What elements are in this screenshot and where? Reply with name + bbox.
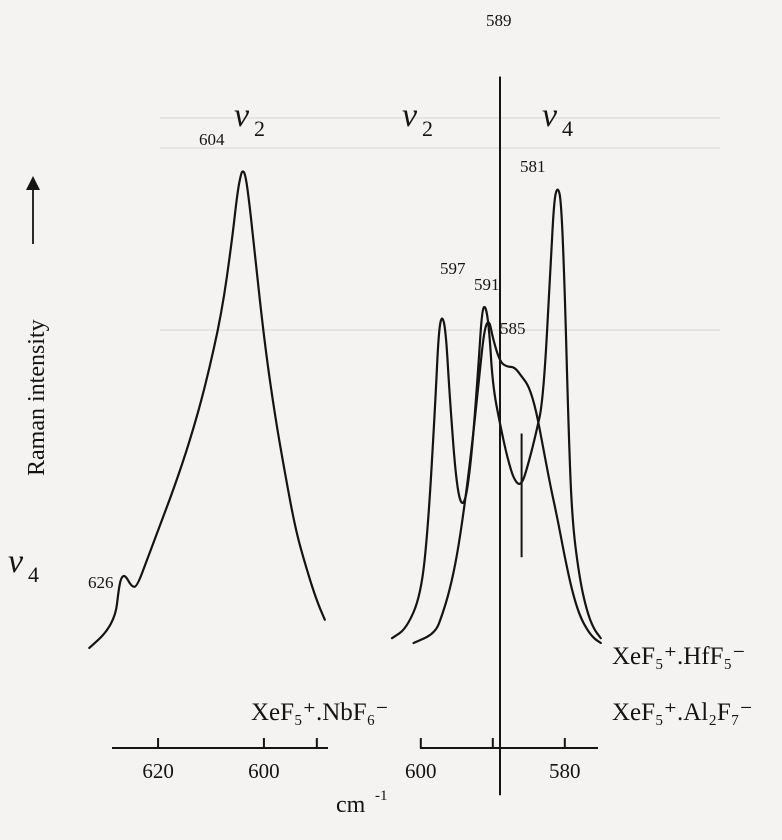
peak-label: 591 — [474, 275, 500, 294]
compound-label-al2f7: XeF₅⁺.Al₂F₇⁻ — [612, 699, 753, 726]
traces-layer — [88, 170, 602, 649]
band-label-symbol: ν — [8, 543, 24, 580]
peak-label: 581 — [520, 157, 546, 176]
x-axes-layer: 620 600 600 580 — [112, 738, 598, 783]
x-tick-label: 620 — [142, 759, 174, 783]
marker-lines-layer — [499, 76, 523, 796]
x-tick-label: 580 — [549, 759, 581, 783]
band-label-symbol: ν — [402, 97, 418, 134]
band-label-subscript: 2 — [254, 116, 265, 141]
spectrum-trace-hff5-al2f7-0 — [390, 188, 602, 640]
compound-label-nbf6: XeF₅⁺.NbF₆⁻ — [251, 699, 389, 726]
compound-label-hff5: XeF₅⁺.HfF₅⁻ — [612, 643, 745, 670]
x-tick-label: 600 — [405, 759, 437, 783]
spectrum-trace-hff5-al2f7-1 — [412, 321, 602, 645]
band-label-subscript: 4 — [562, 116, 573, 141]
peak-label: 589 — [486, 11, 512, 30]
band-label-subscript: 4 — [28, 562, 39, 587]
band-label-subscript: 2 — [422, 116, 433, 141]
y-axis-title-group: Raman intensity — [24, 176, 50, 476]
x-axis-title-exponent: -1 — [375, 788, 388, 804]
band-label-symbol: ν — [542, 97, 558, 134]
peak-label: 585 — [500, 319, 526, 338]
spectrum-trace-nbf6-0 — [88, 170, 326, 649]
x-axis-title: cm — [336, 792, 366, 818]
peak-label: 604 — [199, 130, 225, 149]
background-bleed — [160, 117, 720, 331]
y-axis-arrow-head — [26, 176, 40, 190]
y-axis-title: Raman intensity — [24, 319, 50, 476]
x-tick-label: 600 — [248, 759, 280, 783]
peak-label: 597 — [440, 259, 466, 278]
band-label-symbol: ν — [234, 97, 250, 134]
peak-label: 626 — [88, 573, 114, 592]
x-axis-title-group: cm -1 — [336, 788, 388, 818]
